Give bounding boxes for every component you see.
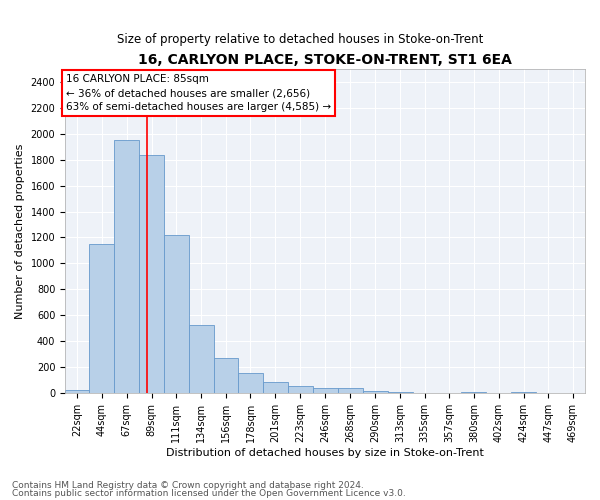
- Bar: [313, 388, 338, 393]
- Bar: [188, 326, 214, 393]
- Bar: [263, 382, 288, 393]
- Bar: [89, 244, 115, 393]
- Bar: [214, 358, 238, 393]
- Bar: [388, 392, 413, 393]
- Bar: [65, 390, 89, 393]
- X-axis label: Distribution of detached houses by size in Stoke-on-Trent: Distribution of detached houses by size …: [166, 448, 484, 458]
- Bar: [238, 374, 263, 393]
- Text: 16 CARLYON PLACE: 85sqm
← 36% of detached houses are smaller (2,656)
63% of semi: 16 CARLYON PLACE: 85sqm ← 36% of detache…: [66, 74, 331, 112]
- Text: Size of property relative to detached houses in Stoke-on-Trent: Size of property relative to detached ho…: [117, 32, 483, 46]
- Y-axis label: Number of detached properties: Number of detached properties: [15, 144, 25, 318]
- Bar: [164, 235, 188, 393]
- Bar: [363, 391, 388, 393]
- Text: Contains public sector information licensed under the Open Government Licence v3: Contains public sector information licen…: [12, 488, 406, 498]
- Bar: [288, 386, 313, 393]
- Text: Contains HM Land Registry data © Crown copyright and database right 2024.: Contains HM Land Registry data © Crown c…: [12, 481, 364, 490]
- Bar: [338, 388, 363, 393]
- Title: 16, CARLYON PLACE, STOKE-ON-TRENT, ST1 6EA: 16, CARLYON PLACE, STOKE-ON-TRENT, ST1 6…: [138, 52, 512, 66]
- Bar: [139, 154, 164, 393]
- Bar: [115, 140, 139, 393]
